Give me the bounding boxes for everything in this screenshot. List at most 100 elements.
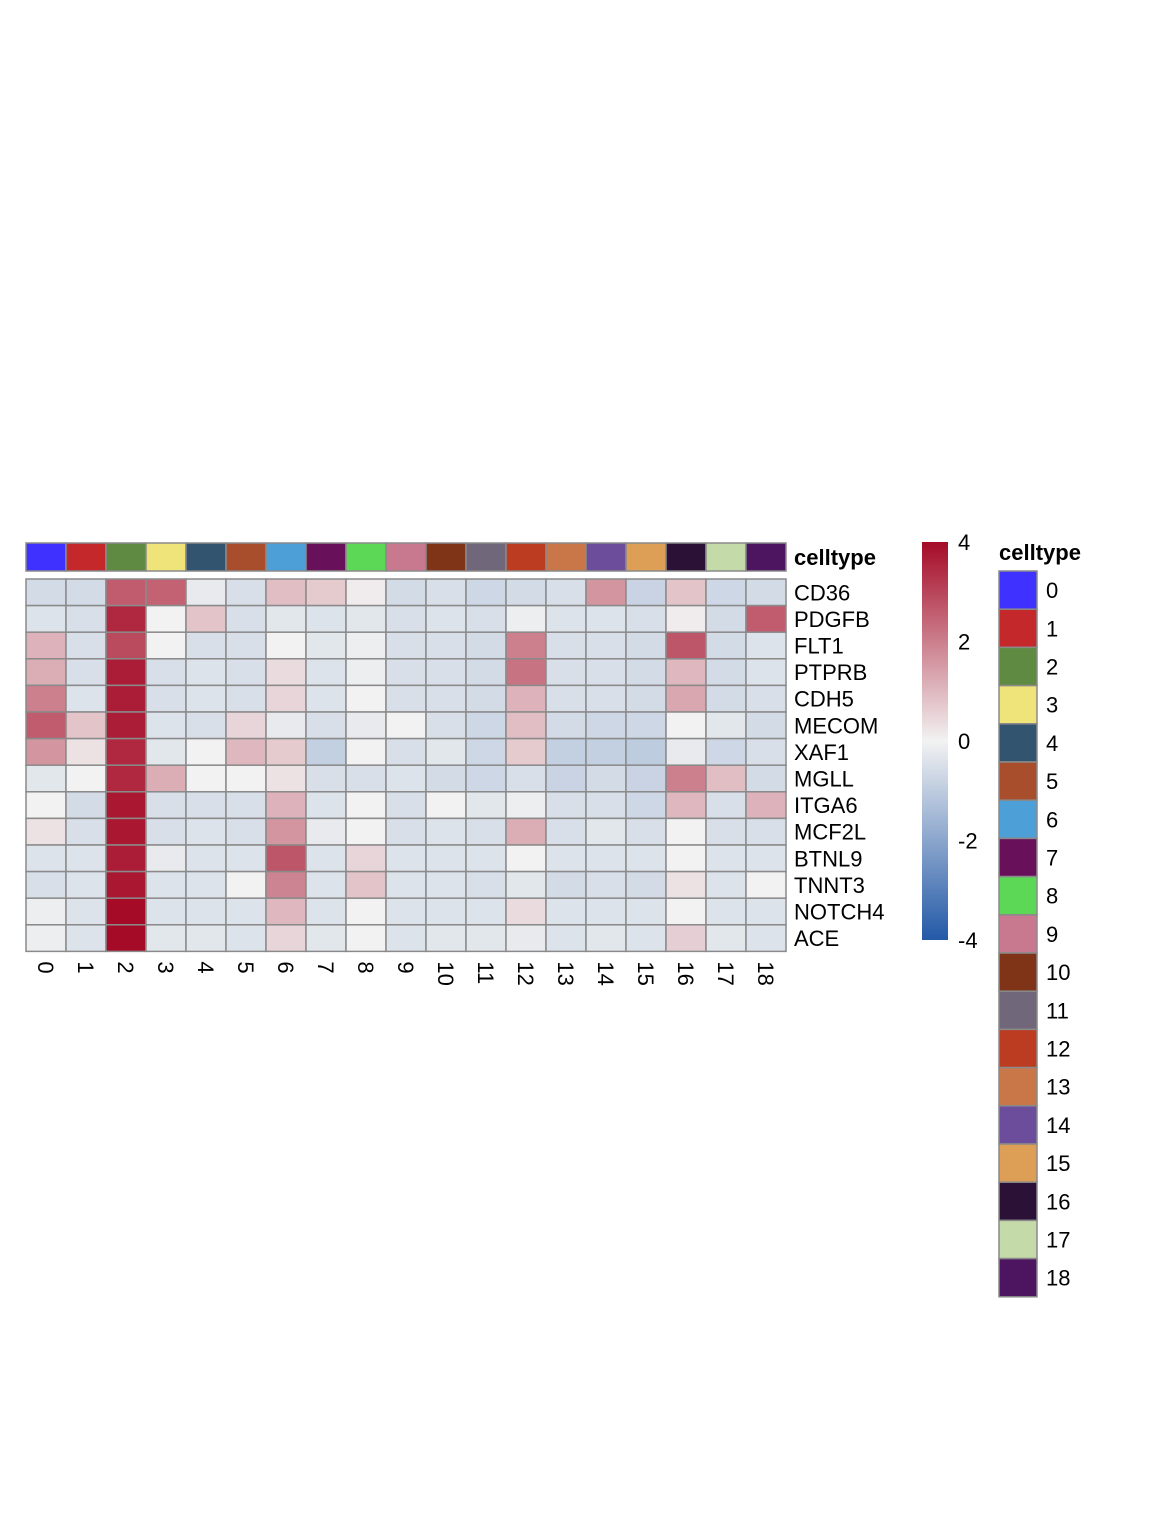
column-label: 0 [33, 961, 58, 973]
heatmap-grid [25, 578, 787, 953]
heatmap-cell [145, 764, 187, 793]
heatmap-cell [265, 658, 307, 687]
legend-swatch [998, 1105, 1038, 1145]
heatmap-cell [465, 764, 507, 793]
heatmap-cell [65, 737, 107, 766]
colorbar-tick-label: -4 [958, 928, 978, 953]
heatmap-cell [625, 737, 667, 766]
heatmap-cell [665, 844, 707, 873]
column-label: 5 [233, 961, 258, 973]
heatmap-cell [705, 817, 747, 846]
annotation-cell-10 [425, 542, 467, 572]
heatmap-cell [665, 578, 707, 607]
heatmap-cell [625, 684, 667, 713]
heatmap-cell [505, 791, 547, 820]
colorbar [922, 542, 948, 940]
heatmap-cell [585, 897, 627, 926]
row-label: FLT1 [794, 634, 844, 659]
heatmap-cell [345, 631, 387, 660]
heatmap-cell [225, 604, 267, 633]
heatmap-cell [225, 578, 267, 607]
heatmap-cell [465, 711, 507, 740]
heatmap-cell [465, 578, 507, 607]
heatmap-cell [65, 578, 107, 607]
heatmap-cell [465, 791, 507, 820]
heatmap-cell [585, 658, 627, 687]
legend-label: 5 [1046, 769, 1058, 794]
heatmap-cell [105, 711, 147, 740]
heatmap-cell [625, 817, 667, 846]
heatmap-cell [745, 631, 787, 660]
heatmap-cell [625, 658, 667, 687]
column-label: 6 [273, 961, 298, 973]
row-label: PTPRB [794, 660, 867, 685]
heatmap-cell [585, 631, 627, 660]
row-label: CD36 [794, 580, 850, 605]
heatmap-cell [225, 684, 267, 713]
heatmap-cell [345, 604, 387, 633]
heatmap-cell [185, 578, 227, 607]
heatmap-cell [65, 817, 107, 846]
heatmap-cell [385, 791, 427, 820]
heatmap-cell [345, 658, 387, 687]
heatmap-cell [225, 897, 267, 926]
heatmap-cell [105, 817, 147, 846]
heatmap-cell [625, 897, 667, 926]
heatmap-cell [345, 924, 387, 953]
heatmap-cell [25, 631, 67, 660]
heatmap-cell [265, 684, 307, 713]
column-label: 11 [473, 961, 498, 984]
row-label: CDH5 [794, 687, 854, 712]
heatmap-cell [505, 684, 547, 713]
heatmap-cell [265, 764, 307, 793]
annotation-cell-1 [65, 542, 107, 572]
heatmap-cell [25, 924, 67, 953]
heatmap-cell [265, 870, 307, 899]
heatmap-cell [665, 737, 707, 766]
heatmap-cell [265, 791, 307, 820]
heatmap-cell [505, 844, 547, 873]
heatmap-cell [225, 737, 267, 766]
heatmap-cell [425, 631, 467, 660]
heatmap-cell [385, 604, 427, 633]
heatmap-cell [65, 791, 107, 820]
heatmap-cell [705, 578, 747, 607]
legend-label: 10 [1046, 960, 1070, 985]
heatmap-cell [185, 897, 227, 926]
heatmap-cell [105, 737, 147, 766]
legend-swatch [998, 875, 1038, 916]
heatmap-cell [145, 711, 187, 740]
heatmap-cell [385, 711, 427, 740]
heatmap-cell [145, 631, 187, 660]
annotation-cell-11 [465, 542, 507, 572]
heatmap-cell [745, 604, 787, 633]
heatmap-cell [545, 631, 587, 660]
heatmap-cell [65, 844, 107, 873]
legend-label: 16 [1046, 1189, 1070, 1214]
heatmap-cell [305, 924, 347, 953]
heatmap-cell [345, 897, 387, 926]
heatmap-cell [545, 924, 587, 953]
heatmap-cell [25, 711, 67, 740]
heatmap-cell [465, 844, 507, 873]
annotation-cell-3 [145, 542, 187, 572]
heatmap-cell [185, 817, 227, 846]
heatmap-cell [105, 684, 147, 713]
annotation-cell-7 [305, 542, 347, 572]
row-label: ITGA6 [794, 793, 858, 818]
heatmap-cell [225, 870, 267, 899]
heatmap-cell [625, 711, 667, 740]
heatmap-cell [425, 604, 467, 633]
row-label: NOTCH4 [794, 900, 884, 925]
heatmap-cell [305, 817, 347, 846]
heatmap-cell [665, 764, 707, 793]
heatmap-cell [545, 711, 587, 740]
legend-swatch [998, 990, 1038, 1031]
heatmap-cell [465, 897, 507, 926]
heatmap-cell [665, 924, 707, 953]
heatmap-cell [105, 604, 147, 633]
heatmap-cell [185, 737, 227, 766]
row-label: BTNL9 [794, 846, 862, 871]
